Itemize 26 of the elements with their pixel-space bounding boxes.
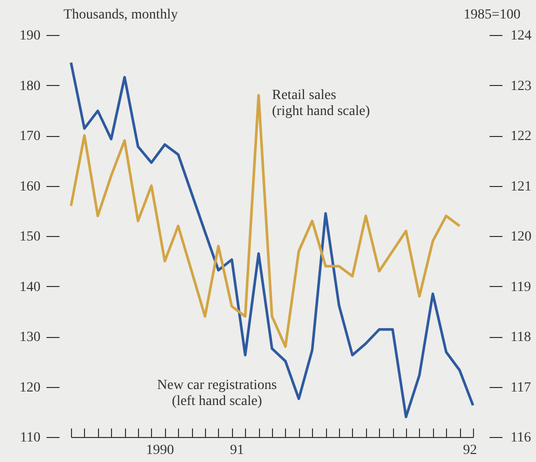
text: 91 [230,443,244,458]
y-tick-label: 180 [20,78,40,94]
y2-tick-label: 121 [510,179,532,194]
y2-tick-label: 122 [510,129,532,144]
y-tick-label: 140 [20,280,40,295]
y-axis-title: Thousands, monthly [64,8,178,22]
y-tick-label: 170 [20,129,40,144]
y-tick-label: 110 [20,430,40,446]
y2-tick-label: 117 [510,380,531,396]
y-tick-label: 120 [20,380,40,396]
y2-tick-label: 124 [510,28,532,44]
series-label: Retail sales (right hand scale) [272,88,370,119]
y2-axis-title: 1985=100 [464,8,520,22]
y2-tick-label: 120 [510,230,532,244]
line-series [70,61,474,418]
text: 92 [463,443,477,458]
series-label: New car registrations (left hand scale) [157,378,277,409]
y-tick-label: 190 [20,28,40,44]
y2-tick-label: 123 [510,78,532,94]
y2-tick-label: 118 [510,330,531,345]
y-tick-label: 130 [20,330,40,345]
y2-tick-label: 116 [510,430,531,446]
text: 1990 [146,443,174,458]
y-tick-label: 160 [20,179,40,194]
y2-tick-label: 119 [510,280,531,295]
y-tick-label: 150 [20,230,40,244]
